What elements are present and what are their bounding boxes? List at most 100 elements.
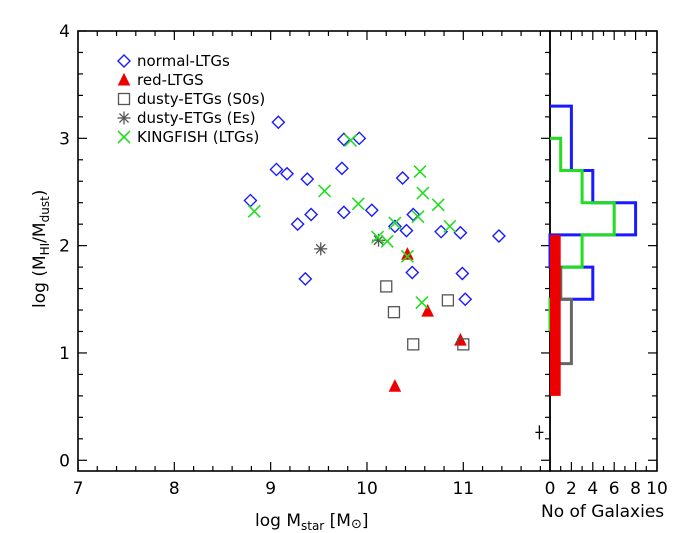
point-normal-ltgs [399, 223, 414, 238]
point-normal-ltgs [304, 207, 319, 222]
point-kingfish-ltgs [400, 249, 415, 263]
scatter-points [243, 115, 544, 440]
point-normal-ltgs [336, 205, 351, 220]
legend-label-normal-ltgs: normal-LTGs [137, 52, 230, 70]
point-kingfish-ltgs [247, 204, 261, 218]
point-dusty-etgs-s0s [380, 280, 393, 293]
point-dusty-etgs-s0s [407, 338, 420, 351]
histogram-bar-red-ltgs [550, 234, 561, 396]
x-tick-label: 8 [169, 479, 180, 499]
legend-label-dusty-etgs-s0s: dusty-ETGs (S0s) [137, 90, 265, 108]
legend-label-kingfish-ltgs: KINGFISH (LTGs) [137, 128, 259, 146]
point-kingfish-ltgs [431, 198, 445, 212]
point-normal-ltgs [395, 171, 410, 186]
legend-marker-dusty-etgs-s0s [117, 92, 131, 106]
legend-marker-red-ltgs [117, 72, 131, 86]
point-kingfish-ltgs [344, 133, 358, 148]
point-red-ltgs [388, 379, 402, 392]
histogram-x-tick-label: 4 [587, 479, 598, 499]
point-kingfish-ltgs [443, 219, 457, 233]
y-tick-label: 4 [59, 22, 70, 42]
histogram-bars [548, 104, 638, 396]
y-axis-label: log (MHI/Mdust) [30, 190, 52, 308]
point-normal-ltgs [387, 219, 402, 234]
x-stroke [443, 219, 457, 233]
point-normal-ltgs [334, 161, 349, 176]
point-kingfish-ltgs [415, 295, 429, 310]
x-stroke [388, 216, 402, 230]
point-red-ltgs [421, 303, 434, 317]
asterisk-stroke [315, 243, 326, 254]
point-kingfish-ltgs [371, 230, 385, 244]
legend-label-dusty-etgs-es: dusty-ETGs (Es) [137, 109, 256, 127]
point-kingfish-ltgs [318, 184, 332, 198]
solar-mass-symbol: ⊙ [351, 517, 362, 532]
point-red-ltgs [454, 332, 467, 346]
histogram-x-axis-label: No of Galaxies [541, 502, 664, 522]
y-tick-label: 3 [59, 129, 70, 149]
point-normal-ltgs [434, 224, 449, 239]
point-normal-ltgs [271, 115, 286, 130]
point-kingfish-ltgs [411, 210, 425, 224]
histogram-x-tick-label: 2 [566, 479, 577, 499]
point-normal-ltgs [491, 228, 506, 243]
x-stroke [411, 210, 425, 224]
histogram-frame: 0 2 4 6 8 10 [545, 30, 668, 499]
x-stroke [344, 133, 358, 148]
y-tick-label: 2 [59, 237, 70, 257]
x-stroke [371, 230, 385, 244]
legend-label-red-ltgs: red-LTGS [137, 71, 204, 89]
x-stroke [318, 184, 332, 198]
histogram-outline-normal-ltgs [548, 104, 638, 301]
point-dusty-etgs-s0s [441, 294, 455, 307]
point-normal-ltgs [300, 172, 315, 187]
asterisk-stroke [118, 112, 130, 124]
point-normal-ltgs [364, 203, 379, 218]
x-tick-label: 10 [356, 479, 378, 499]
point-normal-ltgs [405, 265, 420, 280]
point-kingfish-ltgs [416, 186, 430, 200]
point-normal-ltgs [280, 166, 295, 181]
point-normal-ltgs [406, 207, 421, 222]
x-stroke [416, 186, 430, 200]
point-normal-ltgs [269, 162, 284, 177]
point-normal-ltgs [458, 292, 473, 307]
scatter-plot-frame: 7 8 9 10 11 0 1 2 3 4 [59, 22, 551, 499]
x-stroke [400, 249, 415, 263]
x-stroke [380, 234, 394, 248]
x-stroke [247, 204, 261, 218]
x-tick-label: 9 [265, 479, 276, 499]
histogram-x-tick-label: 6 [609, 479, 620, 499]
point-kingfish-ltgs [351, 197, 365, 211]
point-normal-ltgs [352, 131, 367, 146]
point-normal-ltgs [243, 193, 258, 208]
point-normal-ltgs [453, 225, 468, 240]
legend-marker-normal-ltgs [117, 54, 131, 68]
point-normal-ltgs [455, 266, 470, 281]
x-stroke [415, 295, 429, 310]
y-tick-label: 0 [59, 451, 70, 471]
histogram-x-tick-label: 10 [646, 479, 668, 499]
y-tick-label: 1 [59, 344, 70, 364]
x-stroke [351, 197, 365, 211]
point-kingfish-ltgs [380, 234, 394, 248]
legend-marker-dusty-etgs-es [117, 111, 131, 125]
point-dusty-etgs-es [314, 242, 328, 256]
x-stroke [413, 165, 427, 179]
x-stroke [431, 198, 445, 212]
histogram-axes-box [549, 30, 658, 472]
asterisk-stroke [373, 235, 384, 246]
point-kingfish-ltgs [388, 216, 402, 230]
error-bar [535, 425, 544, 440]
point-dusty-etgs-s0s [457, 338, 470, 351]
x-tick-label: 7 [73, 479, 84, 499]
point-normal-ltgs [290, 217, 305, 232]
legend-marker-kingfish-ltgs [117, 130, 131, 144]
x-tick-label: 11 [452, 479, 474, 499]
point-red-ltgs [401, 247, 414, 260]
histogram-x-tick-label: 8 [630, 479, 641, 499]
histogram-x-tick-label: 0 [545, 479, 556, 499]
x-axis-label: log Mstar [M⊙] [255, 511, 369, 533]
point-dusty-etgs-s0s [387, 306, 401, 319]
